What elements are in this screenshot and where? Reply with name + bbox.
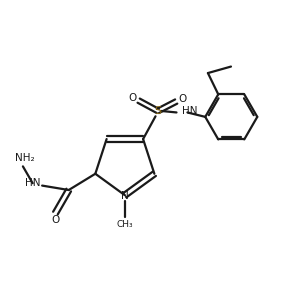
Text: N: N: [121, 191, 129, 201]
Text: S: S: [154, 106, 162, 116]
Text: HN: HN: [181, 106, 197, 116]
Text: NH₂: NH₂: [15, 153, 34, 163]
Text: HN: HN: [25, 178, 40, 188]
Text: CH₃: CH₃: [116, 220, 133, 229]
Text: O: O: [178, 94, 187, 104]
Text: O: O: [128, 93, 136, 103]
Text: O: O: [51, 215, 60, 225]
